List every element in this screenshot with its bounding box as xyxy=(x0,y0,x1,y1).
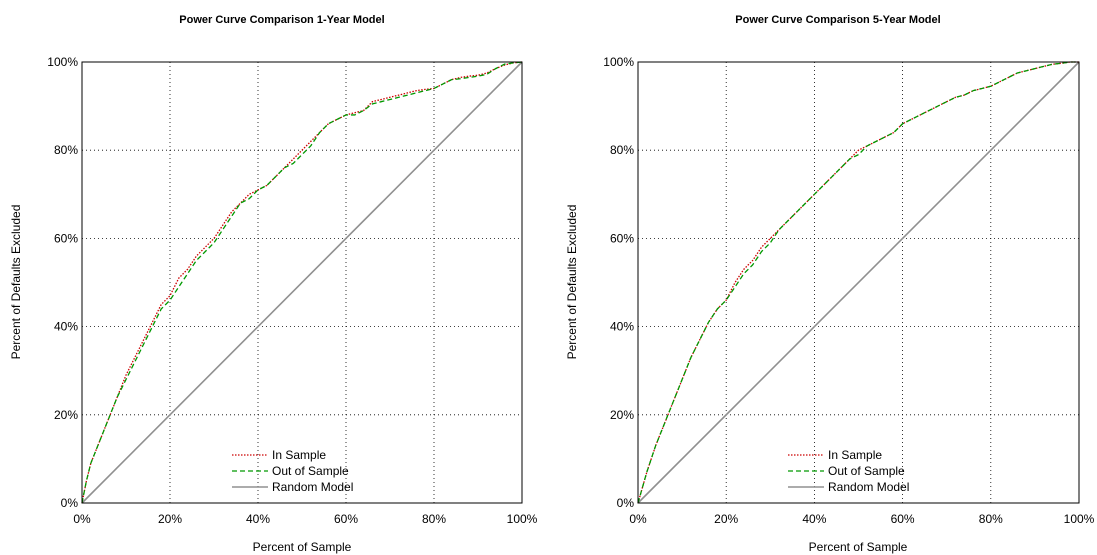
chart-5y-series-in-sample xyxy=(637,61,1079,504)
chart-1y-y-tick-label: 80% xyxy=(54,143,78,157)
chart-5y-y-tick-label: 0% xyxy=(617,496,635,510)
chart-5y-panel: Power Curve Comparison 5-Year Model 0% 20… xyxy=(565,14,1095,554)
chart-5y-x-tick-label: 20% xyxy=(714,512,738,526)
chart-1y-y-tick-label: 100% xyxy=(47,55,78,69)
chart-5y-legend: In Sample Out of Sample Random Model xyxy=(788,448,909,494)
chart-1y-ticks: 0% 20% 40% 60% 80% 100% 0% 20% 40% 60% 80% 100% xyxy=(47,55,537,526)
chart-5y-x-tick-label: 40% xyxy=(802,512,826,526)
chart-5y-y-tick-label: 20% xyxy=(610,408,634,422)
chart-5y-title: Power Curve Comparison 5-Year Model xyxy=(735,14,940,26)
chart-5y-y-tick-label: 80% xyxy=(610,143,634,157)
chart-1y-y-tick-label: 20% xyxy=(54,408,78,422)
chart-5y-y-axis-label: Percent of Defaults Excluded xyxy=(565,205,579,360)
chart-5y-y-tick-label: 40% xyxy=(610,320,634,334)
chart-5y-ticks: 0% 20% 40% 60% 80% 100% 0% 20% 40% 60% 80% 100% xyxy=(603,55,1094,526)
chart-1y-series-in-sample xyxy=(81,61,523,504)
chart-5y-series-out-of-sample xyxy=(637,61,1079,504)
chart-5y-legend-label-out-of-sample: Out of Sample xyxy=(828,464,905,478)
chart-5y-series xyxy=(637,61,1080,504)
chart-1y-legend-label-in-sample: In Sample xyxy=(272,448,326,462)
chart-5y-x-tick-label: 60% xyxy=(891,512,915,526)
chart-1y-series-out-of-sample xyxy=(81,61,523,504)
chart-1y-plot-area xyxy=(81,61,523,504)
chart-5y-x-tick-label: 0% xyxy=(629,512,647,526)
chart-1y-legend-label-random-model: Random Model xyxy=(272,480,353,494)
chart-5y-legend-label-in-sample: In Sample xyxy=(828,448,882,462)
chart-1y-x-tick-label: 40% xyxy=(246,512,270,526)
chart-5y-x-axis-label: Percent of Sample xyxy=(809,540,908,554)
chart-1y-title: Power Curve Comparison 1-Year Model xyxy=(179,14,384,26)
chart-5y-legend-label-random-model: Random Model xyxy=(828,480,909,494)
chart-1y-x-tick-label: 80% xyxy=(422,512,446,526)
chart-5y-x-tick-label: 80% xyxy=(979,512,1003,526)
chart-1y-legend: In Sample Out of Sample Random Model xyxy=(232,448,353,494)
chart-1y-x-axis-label: Percent of Sample xyxy=(253,540,352,554)
chart-1y-y-tick-label: 60% xyxy=(54,231,78,245)
chart-5y-series-random-model xyxy=(637,61,1080,504)
chart-1y-y-tick-label: 40% xyxy=(54,320,78,334)
chart-5y-y-tick-label: 60% xyxy=(610,231,634,245)
chart-5y-x-tick-label: 100% xyxy=(1064,512,1095,526)
chart-1y-series xyxy=(81,61,523,504)
chart-1y-y-axis-label: Percent of Defaults Excluded xyxy=(9,205,23,360)
chart-5y-y-tick-label: 100% xyxy=(603,55,634,69)
chart-1y-x-tick-label: 20% xyxy=(158,512,182,526)
chart-1y-x-tick-label: 0% xyxy=(73,512,91,526)
chart-1y-legend-label-out-of-sample: Out of Sample xyxy=(272,464,349,478)
chart-1y-series-random-model xyxy=(81,61,523,504)
chart-1y-x-tick-label: 60% xyxy=(334,512,358,526)
chart-1y-y-tick-label: 0% xyxy=(61,496,79,510)
chart-5y-plot-area xyxy=(637,61,1080,504)
chart-1y-panel: Power Curve Comparison 1-Year Model 0% 20… xyxy=(9,14,538,554)
chart-1y-x-tick-label: 100% xyxy=(507,512,538,526)
